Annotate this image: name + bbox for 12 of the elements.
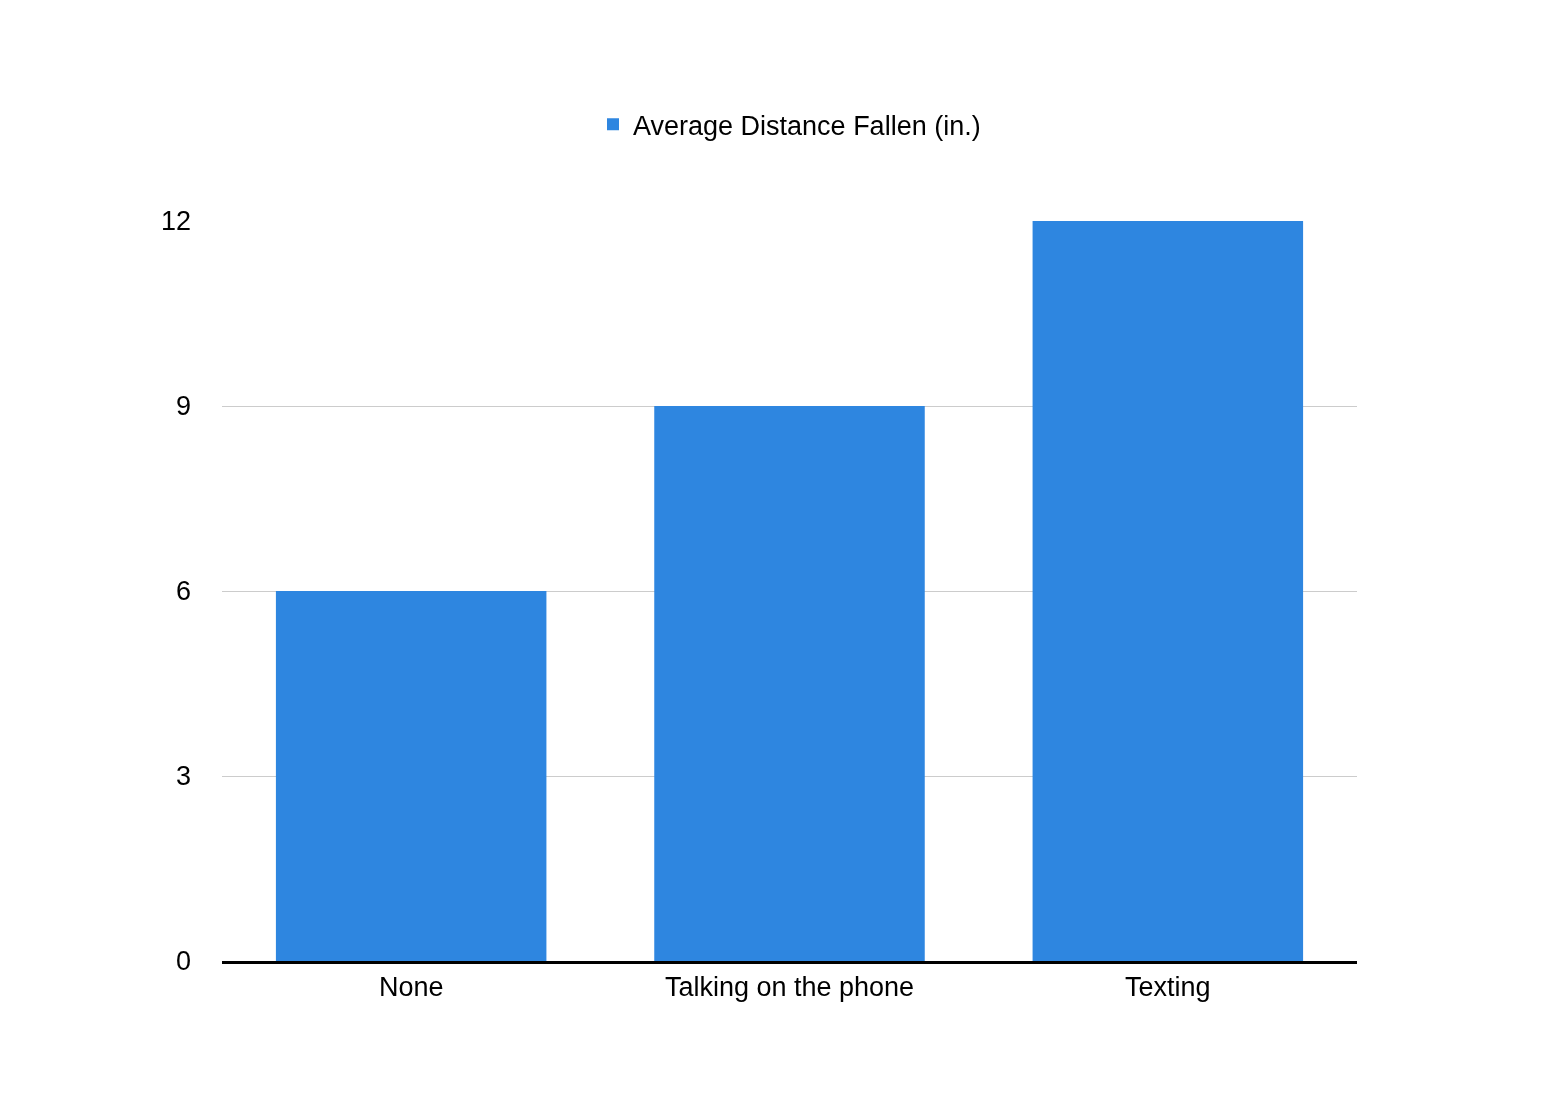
x-tick-label: Texting — [1125, 972, 1211, 1003]
y-tick-label: 0 — [175, 946, 191, 977]
bar — [1032, 221, 1304, 961]
y-tick-label: 12 — [160, 206, 191, 237]
legend-label: Average Distance Fallen (in.) — [633, 110, 981, 141]
bar — [654, 406, 925, 961]
x-tick-label: Talking on the phone — [664, 972, 915, 1003]
bar — [275, 591, 547, 961]
y-tick-label: 9 — [175, 391, 191, 422]
x-tick-label: None — [378, 972, 444, 1003]
y-tick-label: 3 — [175, 761, 191, 792]
y-tick-label: 6 — [175, 576, 191, 607]
